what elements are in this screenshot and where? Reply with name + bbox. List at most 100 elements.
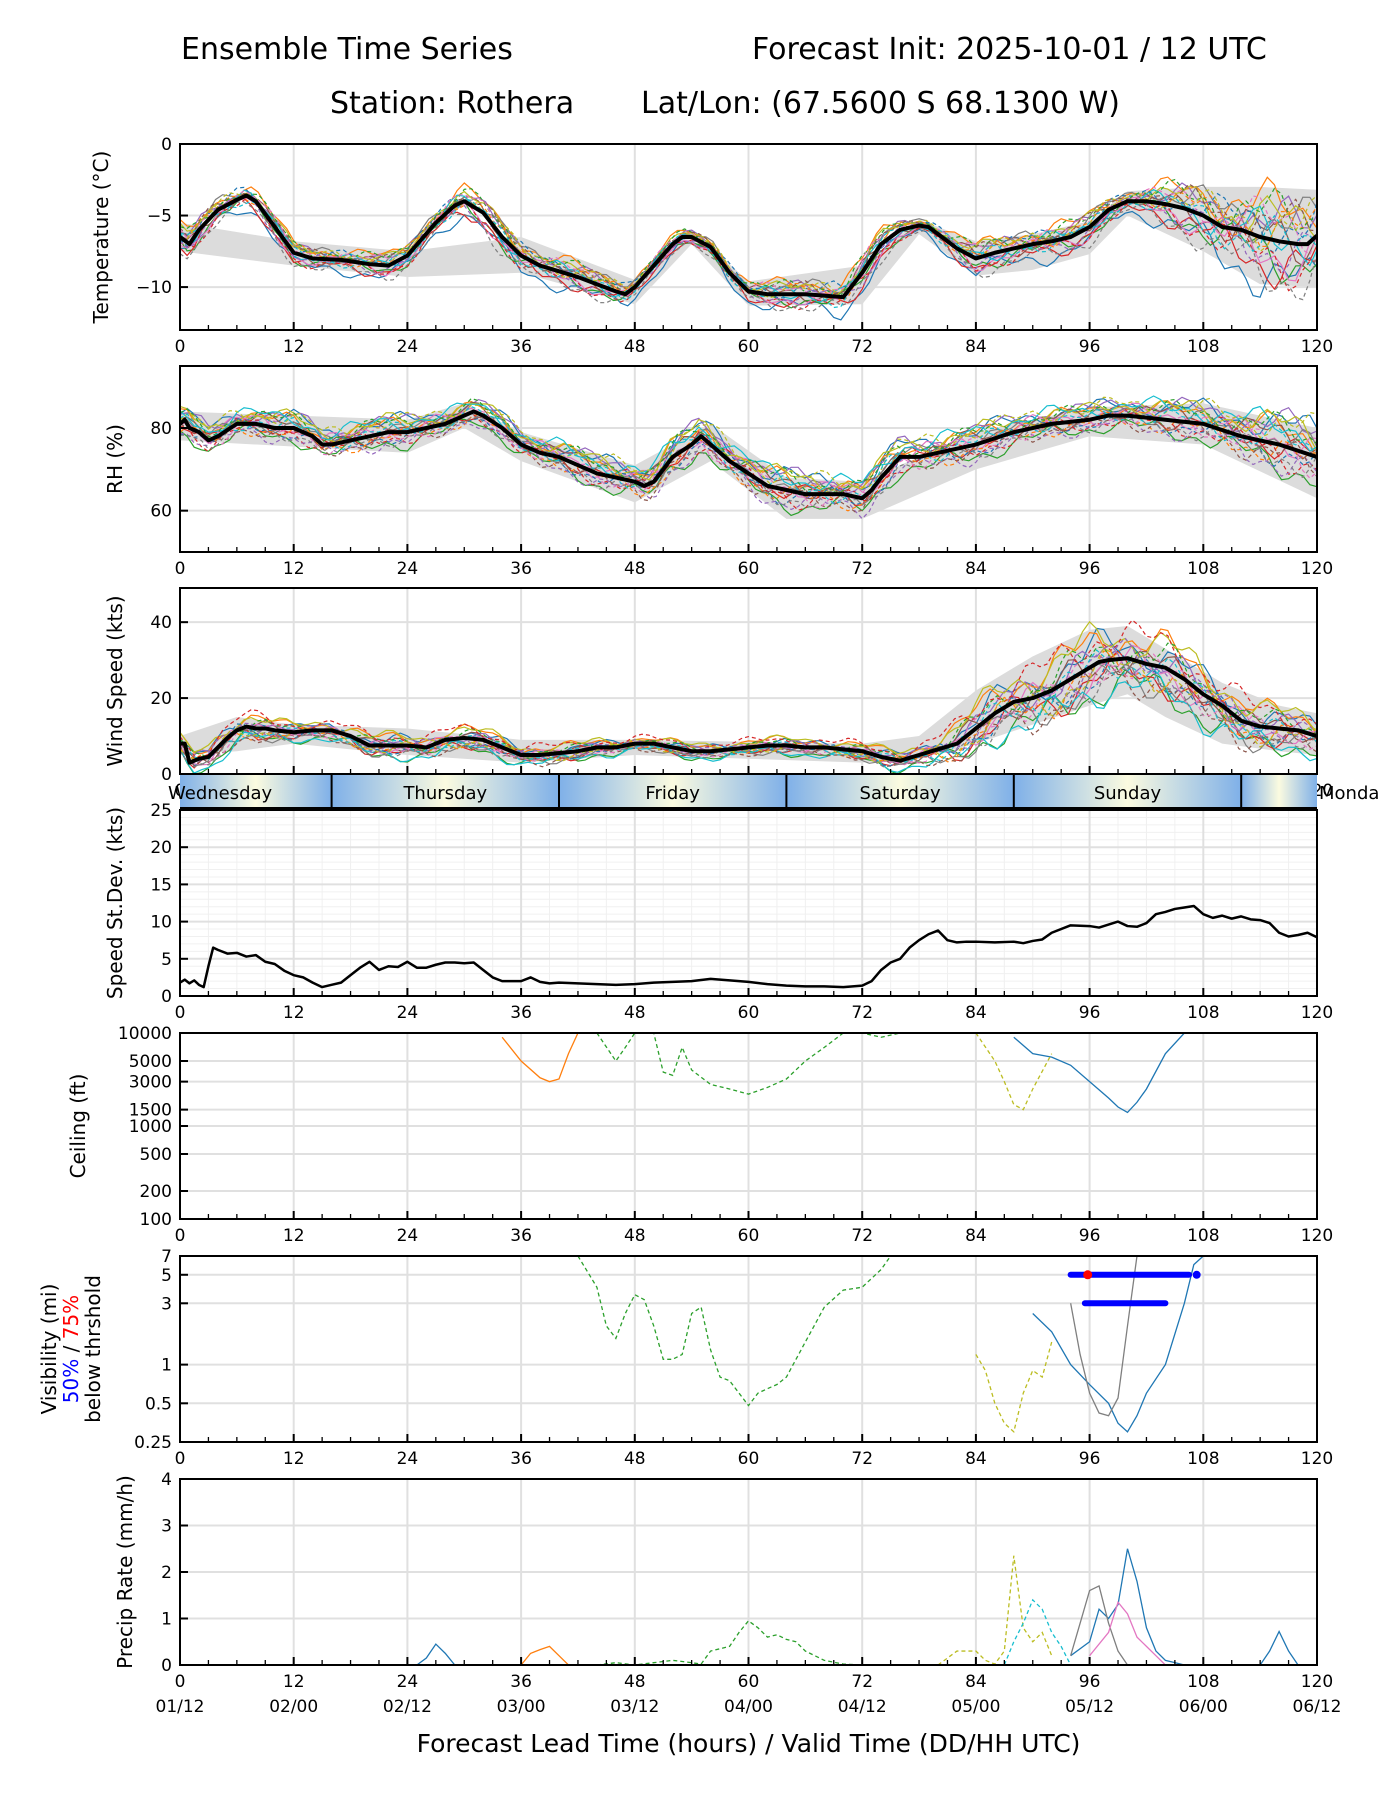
- valid-time-label: 02/12: [383, 1697, 432, 1717]
- y-tick-label: 60: [150, 502, 172, 522]
- ensemble-member-line: [180, 411, 1317, 512]
- y-axis-label: RH (%): [103, 424, 127, 494]
- y-tick-label: 4: [161, 1470, 172, 1490]
- member-orange-solid: [520, 1645, 569, 1665]
- panel-visibility: 0 12 24 36 48 60 72 84 96 108 120 75 3 1 0.5 0.25 Visibi…: [37, 1247, 1333, 1469]
- y-tick-label: 0.25: [134, 1433, 172, 1453]
- x-tick-label: 12: [283, 1003, 305, 1023]
- y-tick-label: 7: [161, 1247, 172, 1267]
- y-tick-label: 10: [150, 913, 172, 933]
- member-olive-dashed: [975, 1341, 1053, 1434]
- member-gray-solid: [1070, 1585, 1129, 1665]
- x-tick-label: 108: [1187, 1449, 1219, 1469]
- y-tick-label: 1: [161, 1610, 172, 1630]
- x-tick-label: 0: [175, 1672, 186, 1692]
- y-tick-label: 3000: [129, 1073, 172, 1093]
- x-tick-label: 108: [1187, 1003, 1219, 1023]
- member-gray-solid: [1070, 1256, 1138, 1417]
- x-tick-label: 60: [738, 1449, 760, 1469]
- x-tick-label: 84: [965, 337, 987, 357]
- member-blue-solid: [1070, 1548, 1185, 1665]
- y-tick-label: 3: [161, 1517, 172, 1537]
- title-right: Forecast Init: 2025-10-01 / 12 UTC: [752, 32, 1267, 67]
- y-tick-label: 5: [161, 950, 172, 970]
- x-tick-label: 48: [624, 337, 646, 357]
- ensemble-member-line: [180, 650, 1317, 763]
- valid-time-label: 02/00: [269, 1697, 318, 1717]
- y-tick-label: 0: [161, 765, 172, 785]
- member-blue-solid-2: [1259, 1630, 1299, 1665]
- panel-speed-stdev: 0 12 24 36 48 60 72 84 96 108 120 25 20 15 10 5 0 Speed S…: [103, 801, 1333, 1023]
- valid-time-label: 06/12: [1293, 1697, 1342, 1717]
- valid-time-label: 04/00: [724, 1697, 773, 1717]
- x-tick-label: 48: [624, 1226, 646, 1246]
- y-tick-label: 1500: [129, 1101, 172, 1121]
- x-tick-label: 72: [851, 1226, 873, 1246]
- x-tick-label: 120: [1301, 559, 1333, 579]
- x-tick-label: 84: [965, 1449, 987, 1469]
- day-label: Friday: [645, 783, 700, 804]
- x-tick-label: 84: [965, 1003, 987, 1023]
- x-tick-label: 0: [175, 1449, 186, 1469]
- threshold-point: [1192, 1270, 1201, 1279]
- y-tick-label: 0: [161, 135, 172, 155]
- ensemble-member-line: [180, 395, 1317, 492]
- x-tick-label: 120: [1301, 1449, 1333, 1469]
- plot-area: [501, 1033, 1204, 1114]
- day-label: Thursday: [402, 783, 487, 804]
- ensemble-member-line: [180, 196, 1317, 311]
- x-tick-label: 96: [1079, 1226, 1101, 1246]
- valid-time-label: 06/00: [1179, 1697, 1228, 1717]
- x-tick-label: 12: [283, 1449, 305, 1469]
- x-tick-label: 120: [1301, 1003, 1333, 1023]
- x-tick-label: 60: [738, 1003, 760, 1023]
- plot-area: [577, 1256, 1204, 1434]
- x-tick-label: 60: [738, 337, 760, 357]
- ensemble-member-line: [180, 399, 1317, 493]
- panel-relative-humidity: 0 12 24 36 48 60 72 84 96 108 120 80 60 RH (%): [103, 365, 1333, 579]
- y-tick-label: 5: [161, 1266, 172, 1286]
- day-band: Wednesday Thursday Friday Saturday Sunday Mon…: [168, 775, 1379, 809]
- ensemble-member-line: [180, 176, 1317, 294]
- ensemble-member-line: [180, 178, 1317, 297]
- x-tick-label: 0: [175, 1003, 186, 1023]
- y-axis-label: Ceiling (ft): [66, 1074, 90, 1179]
- x-tick-label: 24: [397, 337, 419, 357]
- x-tick-label: 120: [1301, 1672, 1333, 1692]
- y-axis-label: Precip Rate (mm/h): [113, 1475, 137, 1669]
- y-tick-label: 0.5: [145, 1394, 172, 1414]
- valid-time-label: 04/12: [838, 1697, 887, 1717]
- x-tick-label: 108: [1187, 559, 1219, 579]
- x-tick-label: 96: [1079, 337, 1101, 357]
- x-tick-label: 12: [283, 1226, 305, 1246]
- x-tick-label: 36: [510, 337, 532, 357]
- x-tick-label: 60: [738, 1672, 760, 1692]
- station-title: Station: Rothera: [330, 86, 575, 121]
- plot-area: [180, 395, 1317, 520]
- day-segment: [180, 775, 332, 808]
- ensemble-member-line: [180, 409, 1317, 509]
- y-axis-label: Visibility (mi): [37, 1284, 61, 1415]
- member-olive-dashed: [937, 1555, 1053, 1665]
- x-tick-label: 108: [1187, 337, 1219, 357]
- latlon-title: Lat/Lon: (67.5600 S 68.1300 W): [641, 86, 1121, 121]
- ensemble-member-line: [180, 396, 1317, 489]
- x-tick-label: 0: [175, 559, 186, 579]
- y-tick-label: 500: [140, 1145, 172, 1165]
- x-tick-label: 36: [510, 1449, 532, 1469]
- y-axis-label: Speed St.Dev. (kts): [103, 807, 127, 999]
- plot-area: [416, 1548, 1299, 1665]
- x-tick-label: 0: [175, 337, 186, 357]
- x-tick-label: 96: [1079, 1449, 1101, 1469]
- percent-75-label: 75%: [59, 1295, 83, 1339]
- y-axis-label: Temperature (°C): [89, 151, 113, 325]
- x-tick-label: 24: [397, 559, 419, 579]
- x-axis-label: Forecast Lead Time (hours) / Valid Time …: [417, 1729, 1081, 1758]
- panel-temperature: 0 12 24 36 48 60 72 84 96 108 120 0 −5 −10 Temperature…: [89, 135, 1333, 357]
- y-axis-label: Wind Speed (kts): [103, 595, 127, 766]
- x-tick-label: 24: [397, 1003, 419, 1023]
- ensemble-member-line: [180, 656, 1317, 768]
- member-blue-solid: [1013, 1033, 1204, 1114]
- day-label: Saturday: [860, 783, 941, 804]
